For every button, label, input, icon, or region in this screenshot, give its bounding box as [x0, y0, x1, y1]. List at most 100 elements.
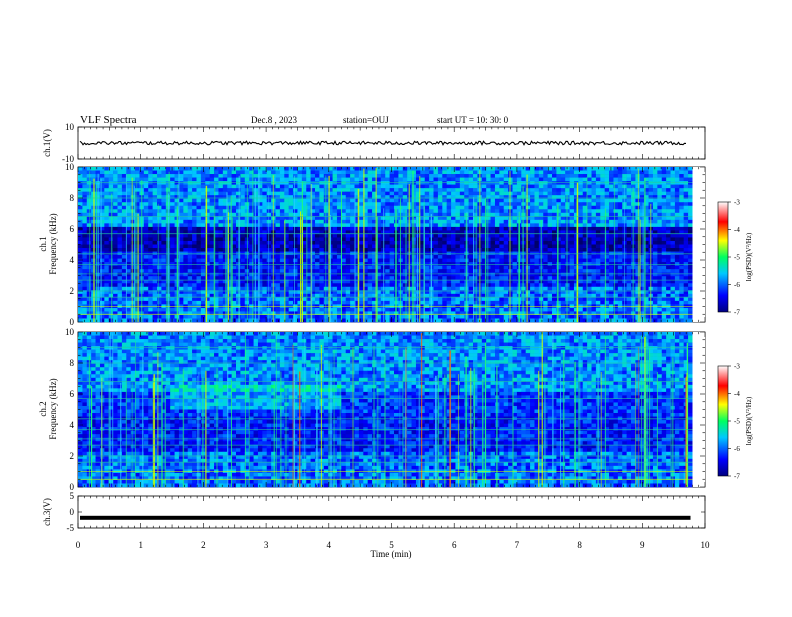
- spectrogram-cell: [403, 185, 408, 189]
- spectrogram-cell: [398, 195, 403, 199]
- spectrogram-cell: [469, 287, 474, 291]
- spectrogram-cell: [434, 227, 439, 231]
- spectrogram-cell: [297, 181, 302, 185]
- spectrogram-cell: [267, 227, 272, 231]
- spectrogram-cell: [495, 255, 500, 259]
- spectrogram-cell: [144, 273, 149, 277]
- spectrogram-cell: [592, 245, 597, 249]
- spectrogram-cell: [188, 213, 193, 217]
- spectrogram-cell: [526, 195, 531, 199]
- spectrogram-cell: [161, 192, 166, 196]
- spectrogram-cell: [671, 213, 676, 217]
- spectrogram-cell: [552, 227, 557, 231]
- spectrogram-cell: [438, 199, 443, 203]
- spectrogram-cell: [618, 195, 623, 199]
- spectrogram-cell: [218, 192, 223, 196]
- spectrogram-cell: [319, 262, 324, 266]
- spectrogram-cell: [609, 237, 614, 241]
- spectrogram-cell: [613, 248, 618, 252]
- spectrogram-cell: [104, 181, 109, 185]
- spectrogram-cell: [653, 227, 658, 231]
- spectrogram-cell: [122, 171, 127, 175]
- spectrogram-cell: [429, 206, 434, 210]
- spectrogram-cell: [148, 171, 153, 175]
- spectrogram-cell: [254, 262, 259, 266]
- spectrogram-cell: [240, 234, 245, 238]
- spectrogram-cell: [113, 248, 118, 252]
- spectrogram-cell: [109, 181, 114, 185]
- spectrogram-cell: [495, 273, 500, 277]
- spectrogram-cell: [684, 223, 689, 227]
- spectrogram-cell: [460, 185, 465, 189]
- spectrogram-cell: [425, 266, 430, 270]
- spectrogram-cell: [570, 199, 575, 203]
- spectrogram-cell: [346, 255, 351, 259]
- spectrogram-cell: [341, 248, 346, 252]
- spectrogram-cell: [368, 185, 373, 189]
- spectrogram-cell: [600, 276, 605, 280]
- spectrogram-cell: [508, 255, 513, 259]
- spectrogram-cell: [653, 181, 658, 185]
- spectrogram-cell: [254, 241, 259, 245]
- spectrogram-cell: [543, 269, 548, 273]
- spectrogram-cell: [486, 276, 491, 280]
- spectrogram-cell: [640, 213, 645, 217]
- spectrogram-cell: [157, 269, 162, 273]
- spectrogram-cell: [460, 273, 465, 277]
- spectrogram-cell: [662, 237, 667, 241]
- spectrogram-cell: [508, 273, 513, 277]
- spectrogram-cell: [385, 185, 390, 189]
- spectrogram-cell: [627, 245, 632, 249]
- spectrogram-cell: [653, 223, 658, 227]
- spectrogram-cell: [170, 188, 175, 192]
- spectrogram-cell: [600, 234, 605, 238]
- spectrogram-cell: [684, 245, 689, 249]
- spectrogram-cell: [359, 241, 364, 245]
- spectrogram-cell: [78, 276, 83, 280]
- spectrogram-cell: [240, 185, 245, 189]
- spectrogram-cell: [561, 283, 566, 287]
- spectrogram-cell: [552, 171, 557, 175]
- spectrogram-cell: [267, 266, 272, 270]
- spectrogram-cell: [267, 181, 272, 185]
- spectrogram-cell: [495, 227, 500, 231]
- spectrogram-cell: [460, 178, 465, 182]
- spectrogram-cell: [236, 206, 241, 210]
- spectrogram-cell: [144, 245, 149, 249]
- spectrogram-cell: [438, 259, 443, 263]
- spectrogram-cell: [254, 188, 259, 192]
- spectrogram-cell: [368, 167, 373, 171]
- spectrogram-cell: [218, 209, 223, 213]
- spectrogram-cell: [297, 259, 302, 263]
- spectrogram-cell: [675, 199, 680, 203]
- spectrogram-cell: [289, 241, 294, 245]
- spectrogram-cell: [671, 202, 676, 206]
- spectrogram-cell: [552, 202, 557, 206]
- spectrogram-cell: [218, 237, 223, 241]
- spectrogram-cell: [118, 287, 123, 291]
- spectrogram-cell: [600, 248, 605, 252]
- spectrogram-cell: [627, 220, 632, 224]
- spectrogram-cell: [442, 185, 447, 189]
- spectrogram-cell: [170, 202, 175, 206]
- spectrogram-cell: [412, 255, 417, 259]
- spectrogram-cell: [688, 259, 693, 263]
- spectrogram-cell: [657, 188, 662, 192]
- spectrogram-cell: [653, 220, 658, 224]
- spectrogram-cell: [240, 248, 245, 252]
- spectrogram-cell: [293, 287, 298, 291]
- spectrogram-cell: [596, 174, 601, 178]
- spectrogram-cell: [210, 273, 215, 277]
- spectrogram-cell: [144, 269, 149, 273]
- spectrogram-cell: [227, 188, 232, 192]
- spectrogram-cell: [412, 245, 417, 249]
- spectrogram-cell: [434, 181, 439, 185]
- spectrogram-cell: [82, 248, 87, 252]
- spectrogram-cell: [350, 213, 355, 217]
- spectrogram-cell: [583, 167, 588, 171]
- spectrogram-cell: [82, 185, 87, 189]
- spectrogram-cell: [666, 227, 671, 231]
- spectrogram-cell: [543, 273, 548, 277]
- spectrogram-cell: [464, 174, 469, 178]
- spectrogram-cell: [578, 171, 583, 175]
